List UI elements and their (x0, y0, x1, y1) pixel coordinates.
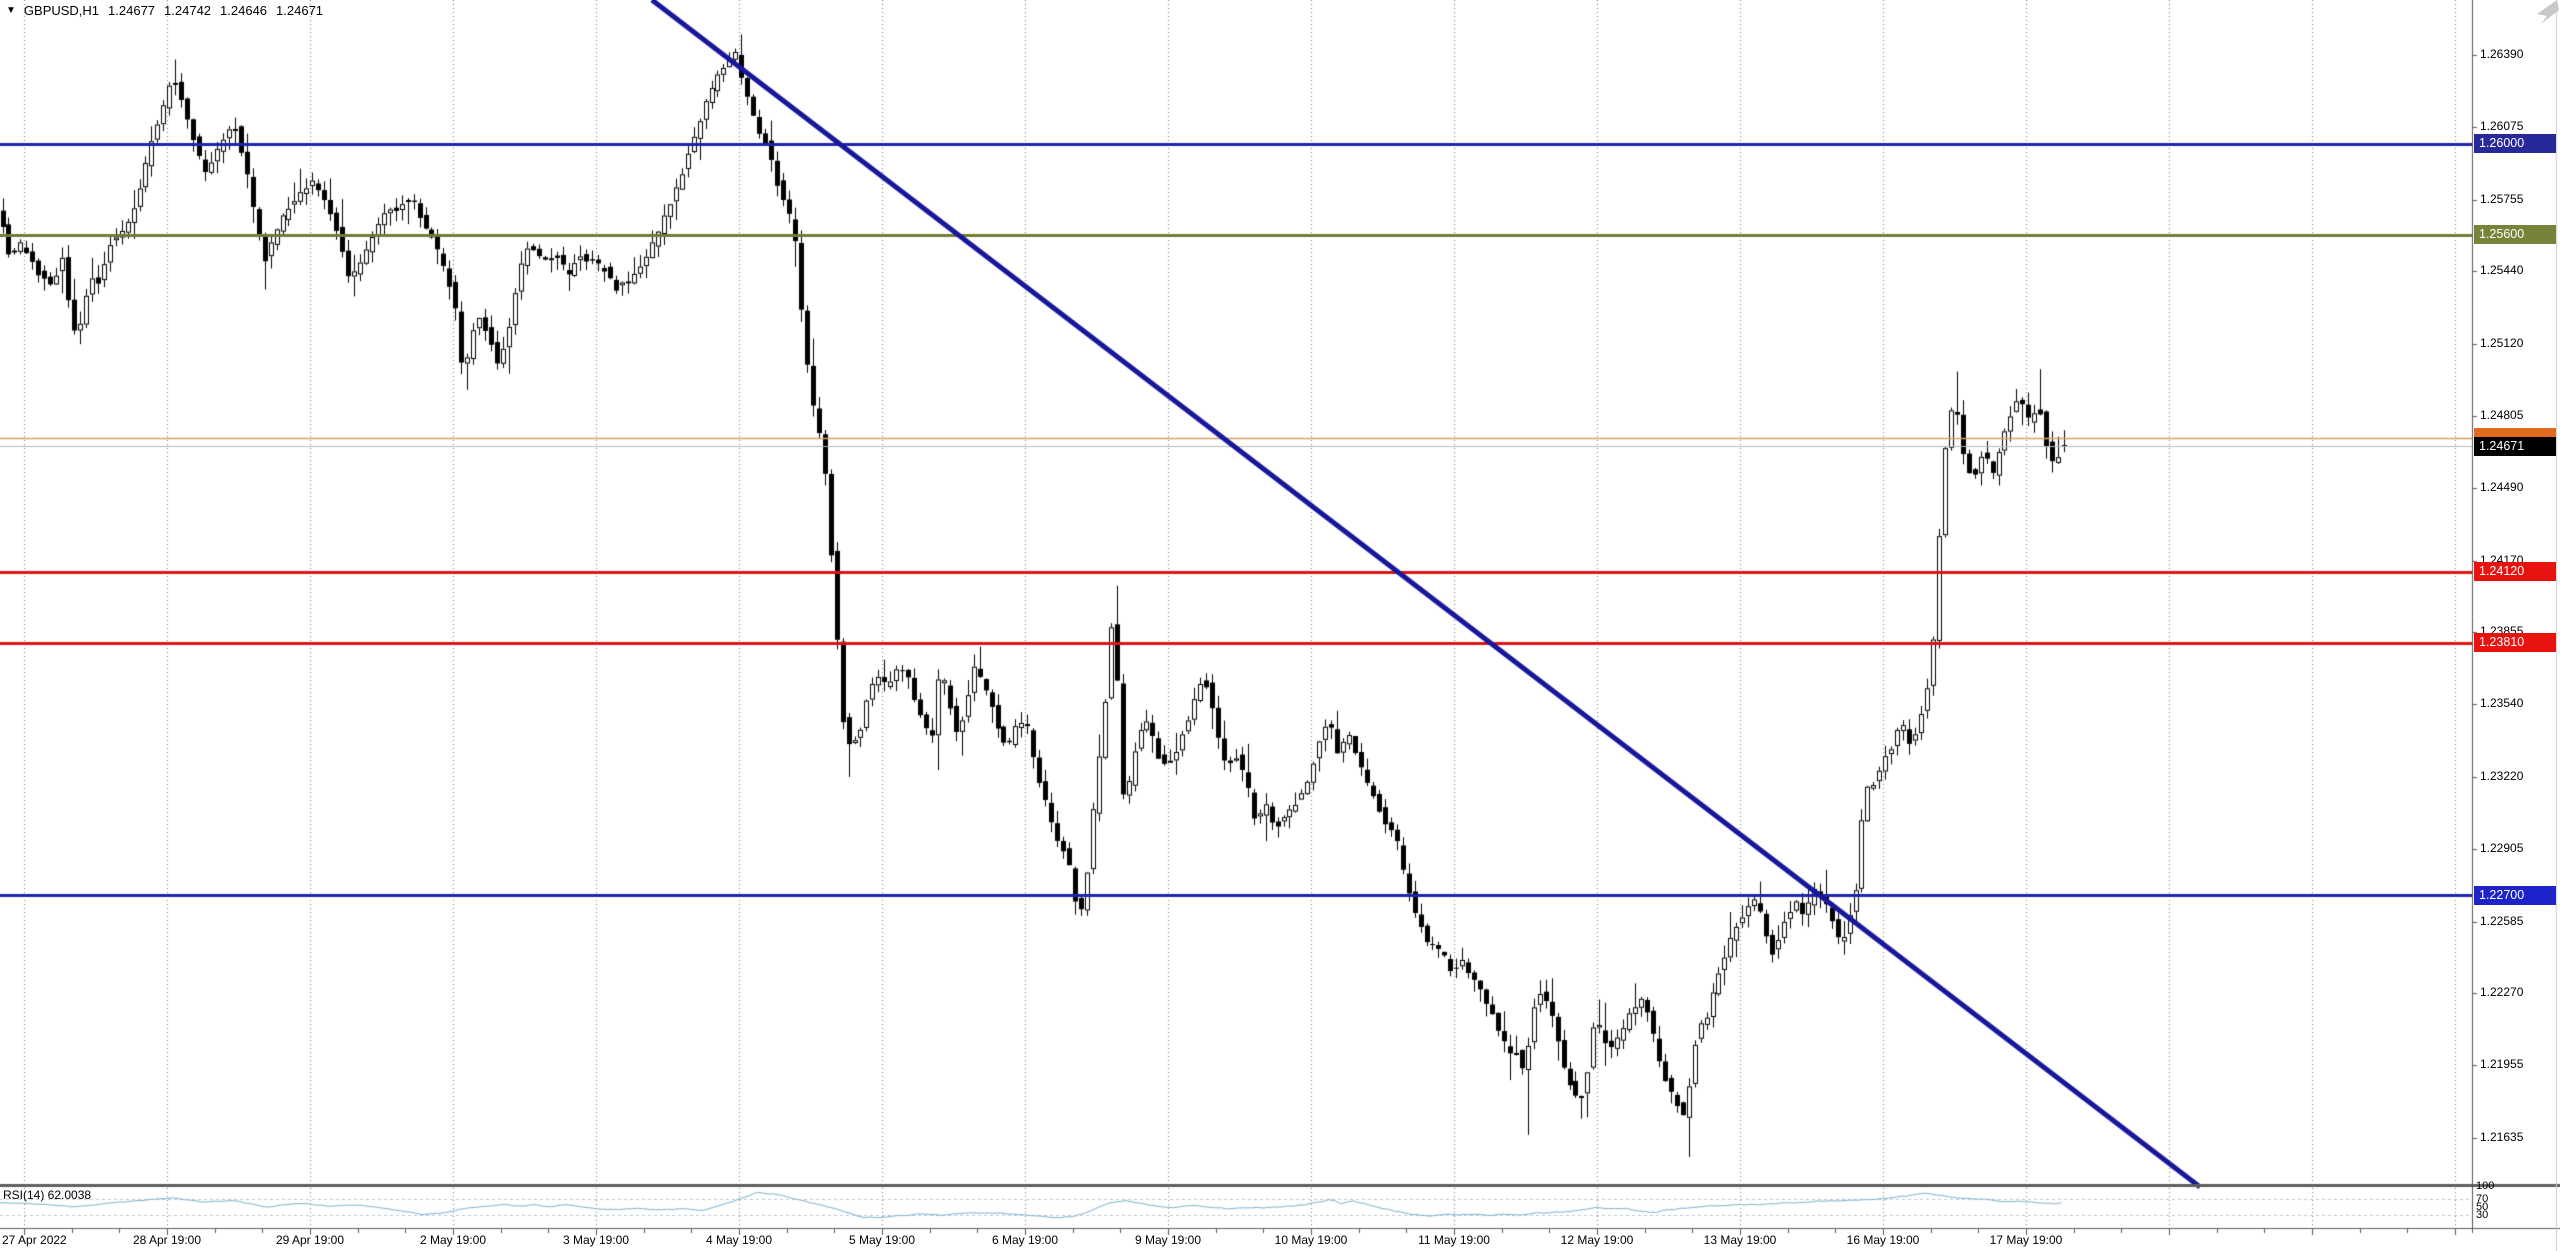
time-tick-label: 29 Apr 19:00 (275, 1233, 345, 1247)
time-tick-label: 6 May 19:00 (991, 1233, 1059, 1247)
time-tick-label: 3 May 19:00 (562, 1233, 630, 1247)
price-tick-label: 1.26075 (2480, 118, 2524, 133)
quote-low: 1.24646 (220, 3, 268, 18)
time-tick-label: 17 May 19:00 (1989, 1233, 2063, 1247)
time-tick-label: 13 May 19:00 (1703, 1233, 1777, 1247)
symbol-dropdown-icon[interactable]: ▼ (6, 5, 16, 16)
level-price-badge: 1.24120 (2474, 562, 2556, 582)
time-tick-label: 27 Apr 2022 (2, 1233, 67, 1247)
rsi-indicator-label: RSI(14) 62.0038 (3, 1188, 92, 1202)
price-tick-label: 1.25120 (2480, 336, 2524, 351)
price-tick-label: 1.21955 (2480, 1057, 2524, 1072)
price-tick-label: 1.23220 (2480, 768, 2524, 783)
time-tick-label: 28 Apr 19:00 (132, 1233, 202, 1247)
price-tick-label: 1.23540 (2480, 696, 2524, 711)
quote-high: 1.24742 (164, 3, 212, 18)
price-tick-label: 1.26390 (2480, 46, 2524, 61)
current-price-badge: 1.24671 (2474, 436, 2556, 456)
time-tick-label: 16 May 19:00 (1846, 1233, 1920, 1247)
mouse-cursor (2537, 0, 2559, 24)
level-price-badge: 1.23810 (2474, 633, 2556, 653)
time-tick-label: 10 May 19:00 (1274, 1233, 1348, 1247)
time-tick-label: 2 May 19:00 (419, 1233, 487, 1247)
price-tick-label: 1.25440 (2480, 263, 2524, 278)
rsi-scale-label: 50 (2476, 1201, 2489, 1213)
time-tick-label: 5 May 19:00 (848, 1233, 916, 1247)
quote-open: 1.24677 (108, 3, 156, 18)
rsi-scale-label: 30 (2476, 1209, 2489, 1222)
level-price-badge: 1.26000 (2474, 134, 2556, 154)
chart-legend: ▼ GBPUSD,H1 1.24677 1.24742 1.24646 1.24671 (6, 3, 323, 18)
price-tick-label: 1.25755 (2480, 191, 2524, 206)
time-tick-label: 12 May 19:00 (1560, 1233, 1634, 1247)
price-axis[interactable] (2472, 0, 2560, 1228)
time-tick-label: 11 May 19:00 (1418, 1233, 1490, 1247)
symbol-period-label: GBPUSD,H1 (23, 3, 100, 18)
price-tick-label: 1.21635 (2480, 1130, 2524, 1145)
rsi-scale-label: 70 (2476, 1192, 2489, 1205)
level-price-badge: 1.22700 (2474, 885, 2556, 905)
level-price-badge: 1.25600 (2474, 225, 2556, 245)
quote-close: 1.24671 (276, 3, 324, 18)
time-tick-label: 4 May 19:00 (705, 1233, 773, 1247)
price-tick-label: 1.22905 (2480, 840, 2524, 855)
time-tick-label: 9 May 19:00 (1134, 1233, 1202, 1247)
price-tick-label: 1.22270 (2480, 985, 2524, 1000)
price-tick-label: 1.24805 (2480, 407, 2524, 422)
price-tick-label: 1.24490 (2480, 479, 2524, 494)
rsi-scale-label: 100 (2476, 1180, 2495, 1192)
price-tick-label: 1.22585 (2480, 913, 2524, 928)
